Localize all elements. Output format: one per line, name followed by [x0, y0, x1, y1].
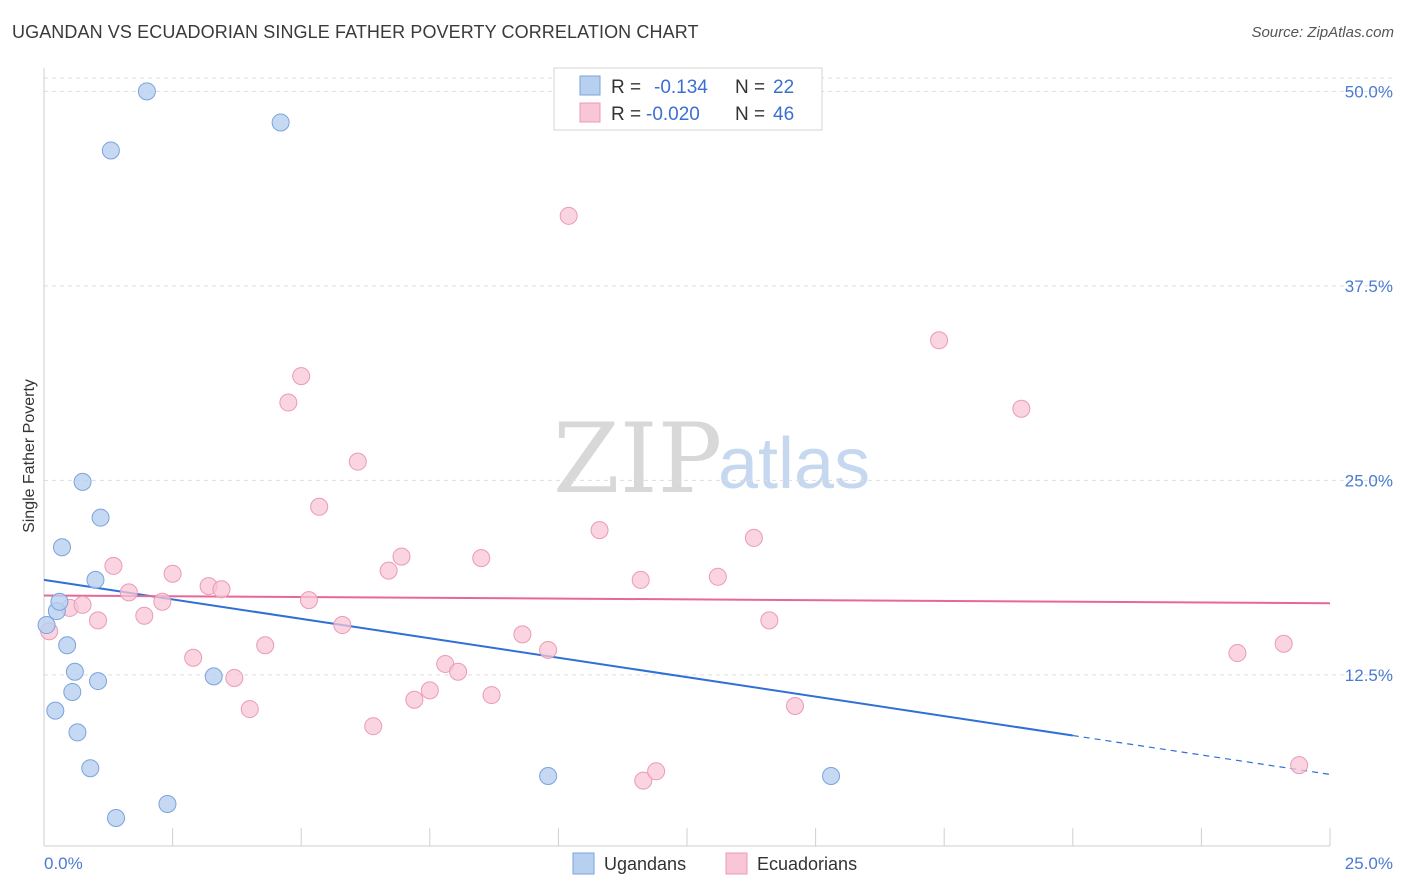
ecuadorian-point	[240, 700, 259, 719]
trend-lines	[43, 578, 1331, 776]
ecuadorian-point	[513, 625, 532, 644]
ecuadorian-trend-line	[43, 594, 1331, 605]
legend-ecuadorian-n-value: 46	[773, 104, 794, 125]
ecuadorian-point	[256, 636, 275, 655]
ecuadorian-point	[405, 690, 424, 709]
legend-ugandan-swatch	[579, 75, 601, 96]
legend-ugandan-r-label: R =	[611, 77, 641, 98]
legend-ecuadorian-r-label: R =	[611, 104, 641, 125]
ecuadorian-point	[559, 206, 578, 225]
bottom-legend: Ugandans Ecuadorians	[572, 852, 857, 875]
ecuadorian-point	[392, 547, 411, 566]
ugandan-point	[539, 766, 558, 785]
ecuadorian-point	[163, 564, 182, 583]
ecuadorian-point	[184, 648, 203, 667]
legend-ecuadorian-swatch	[579, 102, 601, 123]
ugandan-trend-line	[43, 578, 1073, 737]
ecuadorian-point	[135, 606, 154, 625]
ugandan-point	[81, 759, 100, 778]
watermark-atlas: atlas	[718, 424, 870, 504]
ugandan-point	[50, 592, 69, 611]
ugandan-point	[158, 794, 177, 813]
ugandan-point	[73, 472, 92, 491]
ugandan-point	[204, 667, 223, 686]
ecuadorian-point	[631, 570, 650, 589]
legend-ecuadorian-n-label: N =	[735, 104, 765, 125]
ecuadorian-point	[379, 561, 398, 580]
ugandan-point	[37, 616, 56, 635]
bottom-legend-ecuadorians: Ecuadorians	[757, 854, 857, 874]
ugandan-point	[46, 701, 65, 720]
ecuadorian-point	[1012, 399, 1031, 418]
ecuadorian-point	[539, 640, 558, 659]
bottom-legend-ugandans: Ugandans	[604, 854, 686, 874]
ugandan-point	[137, 82, 156, 101]
ugandan-point	[68, 723, 87, 742]
ecuadorian-point	[212, 580, 231, 599]
ecuadorian-point	[634, 771, 653, 790]
bottom-legend-ugandan-swatch	[572, 852, 595, 875]
legend-ecuadorian-r-value: -0.020	[646, 104, 700, 125]
ecuadorian-point	[590, 521, 609, 540]
ugandan-point	[271, 113, 290, 132]
legend-box: R = -0.134 N = 22 R = -0.020 N = 46	[553, 67, 823, 131]
ugandan-point	[63, 682, 82, 701]
y-tick-label: 12.5%	[1345, 666, 1393, 685]
ecuadorian-point	[73, 595, 92, 614]
ecuadorian-point	[1274, 634, 1293, 653]
ecuadorian-point	[364, 717, 383, 736]
watermark-zip: ZIP	[553, 403, 722, 515]
chart-title: UGANDAN VS ECUADORIAN SINGLE FATHER POVE…	[12, 22, 699, 42]
ecuadorian-point	[647, 762, 666, 781]
x-tick-label-min: 0.0%	[44, 854, 83, 873]
ecuadorian-point	[708, 567, 727, 586]
legend-ugandan-n-label: N =	[735, 77, 765, 98]
ecuadorian-point	[420, 681, 439, 700]
ecuadorian-point	[153, 592, 172, 611]
ecuadorian-point	[299, 591, 318, 610]
ecuadorian-point	[279, 393, 298, 412]
ugandan-point	[58, 636, 77, 655]
ecuadorian-point	[225, 668, 244, 687]
ecuadorian-point	[348, 452, 367, 471]
ugandan-point	[822, 766, 841, 785]
y-axis-label: Single Father Poverty	[21, 379, 38, 533]
ugandan-point	[86, 570, 105, 589]
ecuadorian-point	[119, 583, 138, 602]
ecuadorian-point	[482, 686, 501, 705]
bottom-legend-ecuadorian-swatch	[725, 852, 748, 875]
ugandan-point	[101, 141, 120, 160]
legend-ugandan-n-value: 22	[773, 77, 794, 98]
x-tick-label-max: 25.0%	[1345, 854, 1393, 873]
ugandan-point	[107, 808, 126, 827]
y-tick-label: 37.5%	[1345, 277, 1393, 296]
data-points	[37, 82, 1309, 827]
ecuadorian-point	[1228, 644, 1247, 663]
y-tick-label: 50.0%	[1345, 82, 1393, 101]
ugandan-point	[89, 672, 108, 691]
x-axis-ticks	[43, 828, 1331, 846]
ecuadorian-point	[930, 331, 949, 350]
ecuadorian-point	[89, 611, 108, 630]
ugandan-point	[91, 508, 110, 527]
ugandan-point	[53, 538, 72, 557]
ecuadorian-point	[760, 611, 779, 630]
legend-ugandan-r-value: -0.134	[654, 77, 708, 98]
ugandan-point	[65, 662, 84, 681]
ecuadorian-point	[292, 367, 311, 386]
source-credit: Source: ZipAtlas.com	[1251, 24, 1394, 41]
ecuadorian-point	[786, 696, 805, 715]
ecuadorian-point	[1290, 756, 1309, 775]
y-tick-labels: 12.5% 25.0% 37.5% 50.0%	[1345, 82, 1393, 685]
ecuadorian-point	[310, 497, 329, 516]
y-tick-label: 25.0%	[1345, 471, 1393, 490]
ecuadorian-point	[104, 556, 123, 575]
ecuadorian-point	[472, 549, 491, 568]
ecuadorian-point	[744, 528, 763, 547]
ecuadorian-point	[333, 616, 352, 635]
ecuadorian-point	[449, 662, 468, 681]
